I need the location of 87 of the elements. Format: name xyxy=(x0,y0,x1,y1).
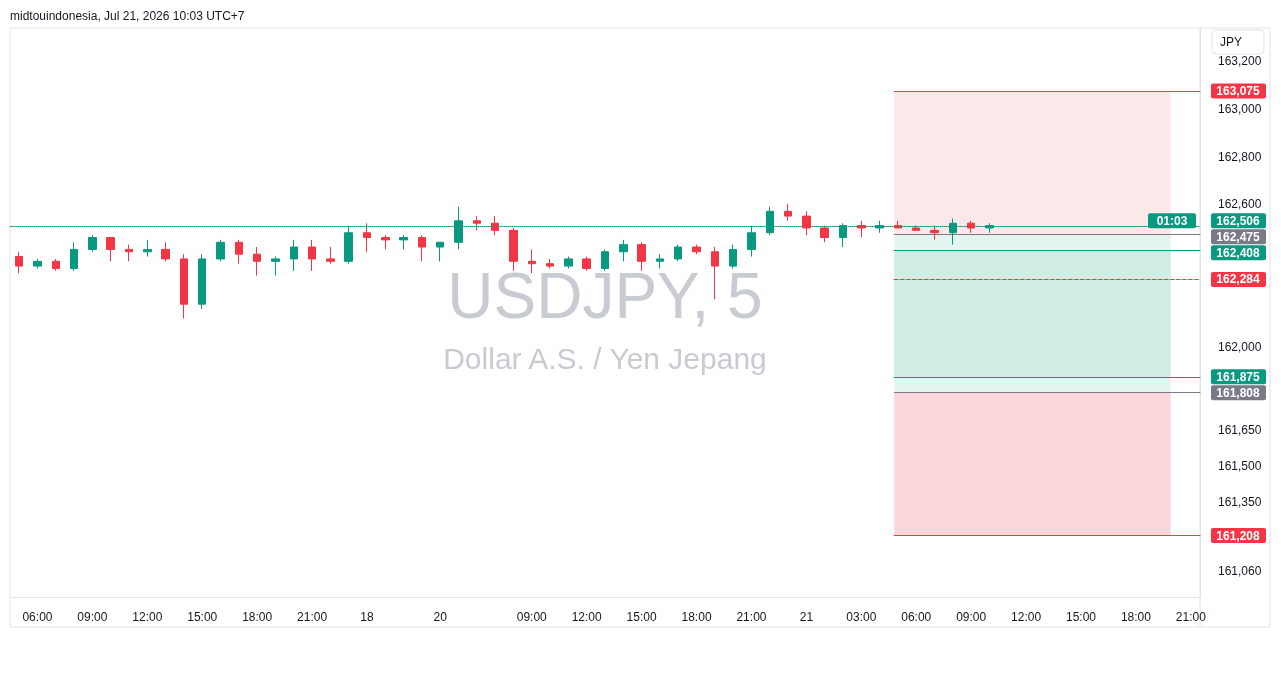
candlestick xyxy=(436,241,444,262)
candlestick xyxy=(564,256,573,269)
candlestick xyxy=(198,253,206,310)
candlestick xyxy=(106,237,115,262)
x-tick-label: 21:00 xyxy=(736,610,767,624)
x-tick-label: 03:00 xyxy=(846,610,877,624)
candlestick xyxy=(528,248,536,274)
x-tick-label: 18:00 xyxy=(681,610,712,624)
x-tick-label: 06:00 xyxy=(901,610,932,624)
x-tick-label: 18:00 xyxy=(1120,610,1152,624)
x-tick-label: 21:00 xyxy=(1175,610,1207,624)
candlestick xyxy=(143,239,152,258)
candlestick xyxy=(729,244,737,269)
x-tick-label: 15:00 xyxy=(1065,610,1097,624)
candlestick xyxy=(491,215,499,236)
candlestick xyxy=(601,248,609,272)
candlestick xyxy=(271,256,280,277)
y-tick-label: 162,800 xyxy=(1218,149,1262,164)
candlestick xyxy=(290,239,298,272)
x-tick-label: 09:00 xyxy=(516,610,548,624)
candlestick xyxy=(235,239,243,265)
y-tick-label: 161,650 xyxy=(1218,423,1262,438)
candlestick xyxy=(15,251,23,274)
ref-line-label: 162,284 xyxy=(1216,272,1261,287)
x-tick-label: 21 xyxy=(799,610,814,624)
candlestick xyxy=(656,253,664,269)
candlestick xyxy=(399,234,408,250)
candlestick xyxy=(253,246,261,277)
candlestick xyxy=(784,203,792,222)
ref-line-label: 161,808 xyxy=(1216,385,1261,400)
candlestick xyxy=(381,234,390,250)
candlestick xyxy=(692,244,701,255)
candlestick xyxy=(418,234,426,262)
candlestick xyxy=(70,241,78,272)
candlestick xyxy=(363,222,371,253)
text: midtouindonesia, Jul 21, 2026 10:03 UTC+7 xyxy=(10,9,245,23)
candlestick xyxy=(802,210,811,236)
candlestick xyxy=(857,220,866,239)
x-tick-label: 18:00 xyxy=(242,610,273,624)
candlestick xyxy=(967,220,975,234)
y-tick-label: 163,000 xyxy=(1218,101,1262,116)
x-tick-label: 09:00 xyxy=(956,610,987,624)
ref-line-label: 161,208 xyxy=(1216,528,1261,543)
y-tick-label: 161,060 xyxy=(1218,563,1262,578)
y-tick-label: 161,350 xyxy=(1218,494,1262,509)
text: JPY xyxy=(1220,35,1243,49)
ref-line-label: 162,475 xyxy=(1216,229,1261,244)
candlestick xyxy=(161,241,170,262)
x-tick-label: 06:00 xyxy=(22,610,53,624)
candlestick xyxy=(711,246,719,300)
candlestick xyxy=(930,225,939,241)
candlestick xyxy=(912,225,920,231)
candlestick xyxy=(894,220,902,229)
candlestick xyxy=(125,244,133,262)
candlestick xyxy=(473,215,481,231)
candlestick xyxy=(820,225,829,243)
candlestick xyxy=(33,258,42,269)
candlestick xyxy=(52,258,60,272)
ref-line-label: 162,408 xyxy=(1216,245,1261,260)
x-tick-label: 15:00 xyxy=(626,610,657,624)
y-tick-label: 161,500 xyxy=(1218,459,1262,474)
x-tick-label: 12:00 xyxy=(571,610,603,624)
y-tick-label: 162,600 xyxy=(1218,197,1262,212)
candlestick xyxy=(88,234,97,253)
y-tick-label: 163,200 xyxy=(1218,54,1262,69)
candlestick xyxy=(582,256,591,272)
x-tick-label: 18 xyxy=(360,610,374,624)
annotation: 01:03 xyxy=(1156,213,1188,228)
x-tick-label: 12:00 xyxy=(132,610,163,624)
candlestick xyxy=(674,244,682,262)
x-tick-label: 09:00 xyxy=(77,610,108,624)
x-tick-label: 20 xyxy=(433,610,448,624)
ref-line-label: 161,875 xyxy=(1216,369,1261,384)
candlestick xyxy=(326,246,335,265)
candlestick xyxy=(180,253,188,319)
x-tick-label: 15:00 xyxy=(187,610,218,624)
ref-line-label: 162,506 xyxy=(1216,213,1261,228)
ref-line-label: 163,075 xyxy=(1216,84,1261,99)
candlestick xyxy=(619,239,628,262)
x-tick-label: 21:00 xyxy=(297,610,328,624)
y-tick-label: 162,000 xyxy=(1218,340,1262,355)
candlestick xyxy=(308,239,316,272)
candlestick xyxy=(509,227,518,272)
candlestick xyxy=(637,241,646,272)
candlestick xyxy=(546,258,554,269)
candlestick xyxy=(216,239,225,262)
x-tick-label: 12:00 xyxy=(1011,610,1042,624)
